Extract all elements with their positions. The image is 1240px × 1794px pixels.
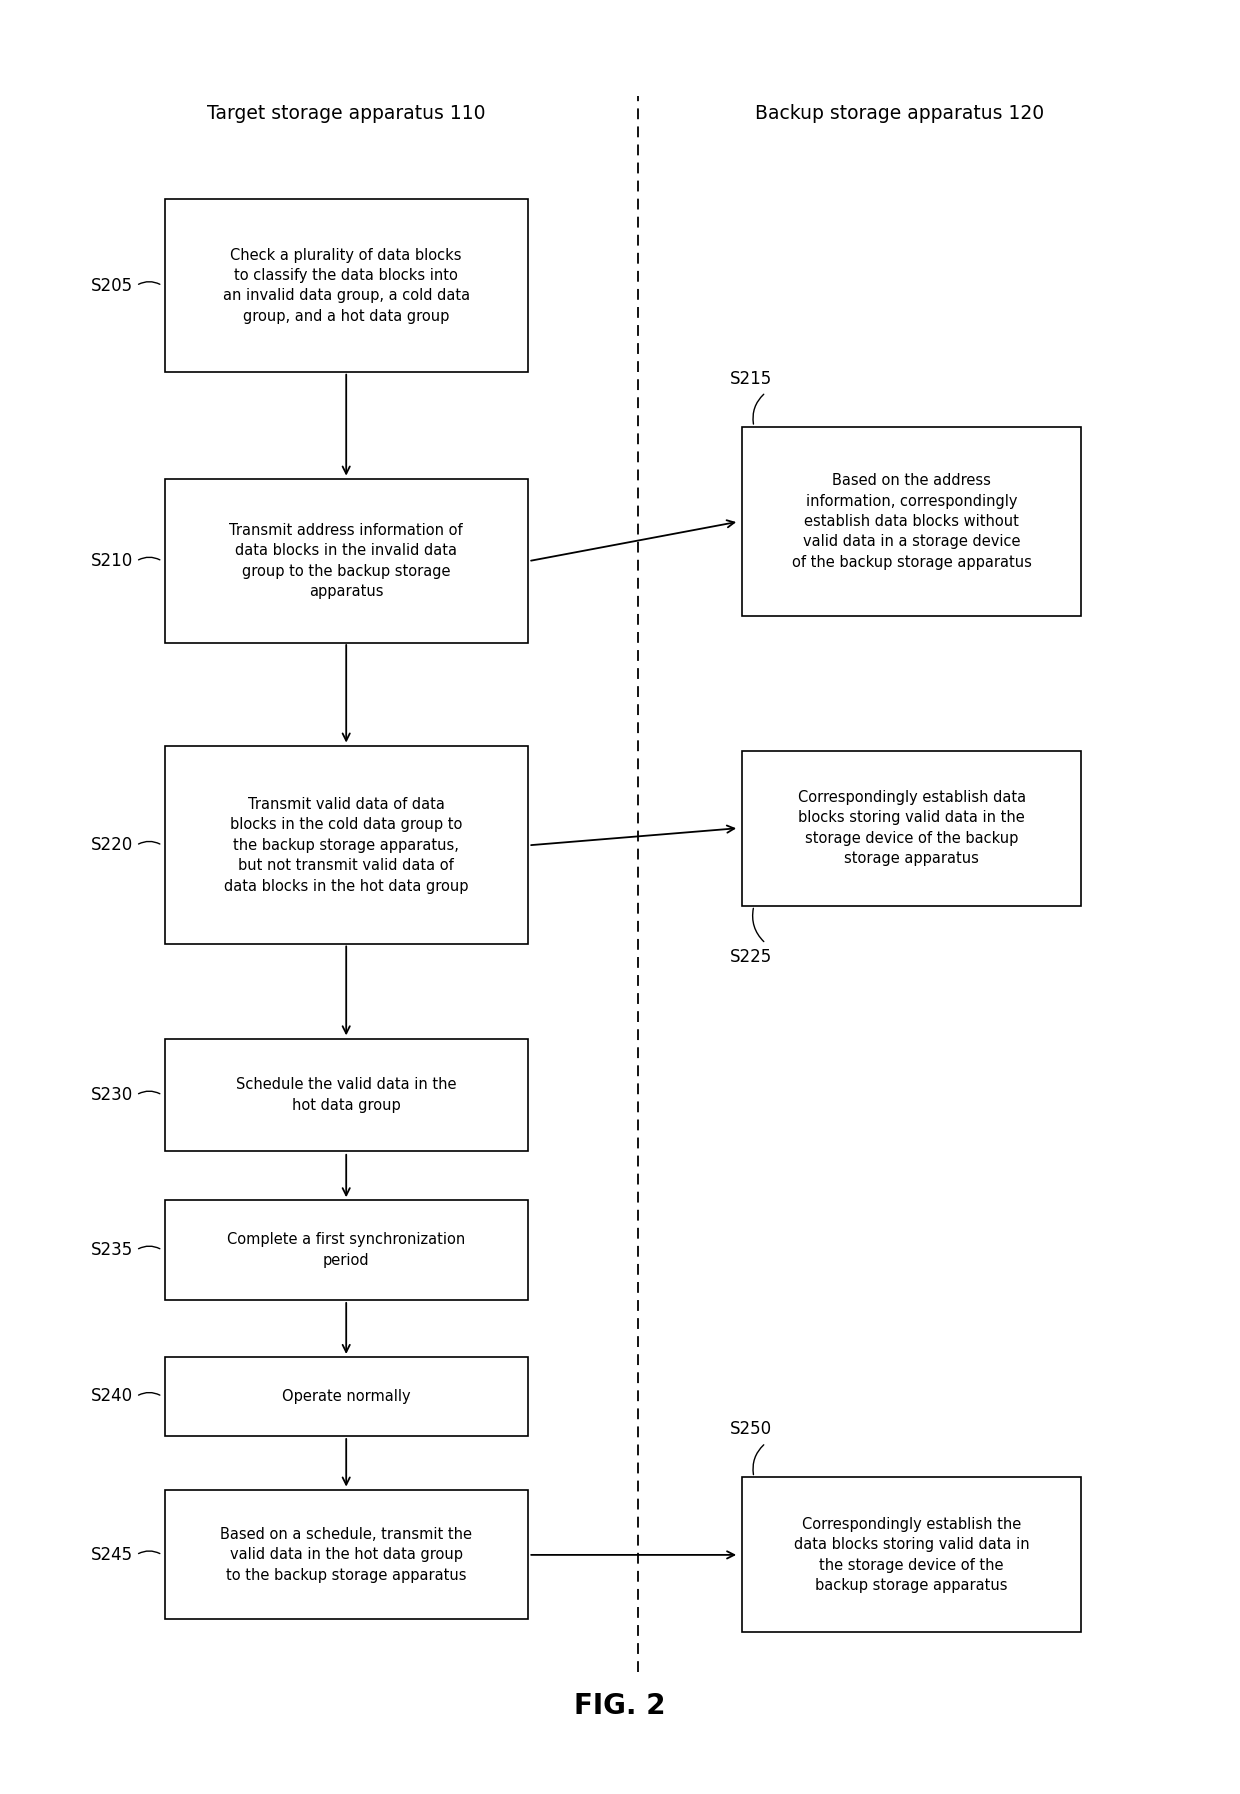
- FancyBboxPatch shape: [165, 1356, 528, 1435]
- FancyBboxPatch shape: [165, 479, 528, 642]
- Text: Correspondingly establish the
data blocks storing valid data in
the storage devi: Correspondingly establish the data block…: [794, 1516, 1029, 1593]
- Text: Backup storage apparatus 120: Backup storage apparatus 120: [755, 104, 1044, 122]
- Text: S230: S230: [91, 1085, 133, 1103]
- Text: S245: S245: [91, 1546, 133, 1564]
- FancyBboxPatch shape: [165, 1491, 528, 1620]
- FancyBboxPatch shape: [165, 1039, 528, 1152]
- FancyBboxPatch shape: [165, 199, 528, 371]
- Text: Operate normally: Operate normally: [281, 1389, 410, 1405]
- Text: Based on a schedule, transmit the
valid data in the hot data group
to the backup: Based on a schedule, transmit the valid …: [221, 1527, 472, 1582]
- Text: S235: S235: [91, 1241, 133, 1259]
- Text: S215: S215: [730, 370, 773, 388]
- Text: S210: S210: [91, 553, 133, 570]
- Text: S220: S220: [91, 836, 133, 854]
- FancyBboxPatch shape: [742, 1478, 1081, 1633]
- Text: Transmit valid data of data
blocks in the cold data group to
the backup storage : Transmit valid data of data blocks in th…: [224, 797, 469, 893]
- Text: Check a plurality of data blocks
to classify the data blocks into
an invalid dat: Check a plurality of data blocks to clas…: [223, 248, 470, 323]
- FancyBboxPatch shape: [165, 1200, 528, 1301]
- Text: Correspondingly establish data
blocks storing valid data in the
storage device o: Correspondingly establish data blocks st…: [797, 789, 1025, 867]
- Text: S240: S240: [91, 1387, 133, 1405]
- FancyBboxPatch shape: [742, 750, 1081, 906]
- FancyBboxPatch shape: [165, 746, 528, 944]
- Text: FIG. 2: FIG. 2: [574, 1692, 666, 1720]
- Text: Transmit address information of
data blocks in the invalid data
group to the bac: Transmit address information of data blo…: [229, 524, 463, 599]
- FancyBboxPatch shape: [742, 427, 1081, 617]
- Text: Complete a first synchronization
period: Complete a first synchronization period: [227, 1232, 465, 1268]
- Text: S205: S205: [91, 276, 133, 294]
- Text: S225: S225: [730, 949, 773, 967]
- Text: S250: S250: [730, 1421, 773, 1439]
- Text: Based on the address
information, correspondingly
establish data blocks without
: Based on the address information, corres…: [791, 474, 1032, 570]
- Text: Target storage apparatus 110: Target storage apparatus 110: [207, 104, 485, 122]
- Text: Schedule the valid data in the
hot data group: Schedule the valid data in the hot data …: [236, 1078, 456, 1112]
